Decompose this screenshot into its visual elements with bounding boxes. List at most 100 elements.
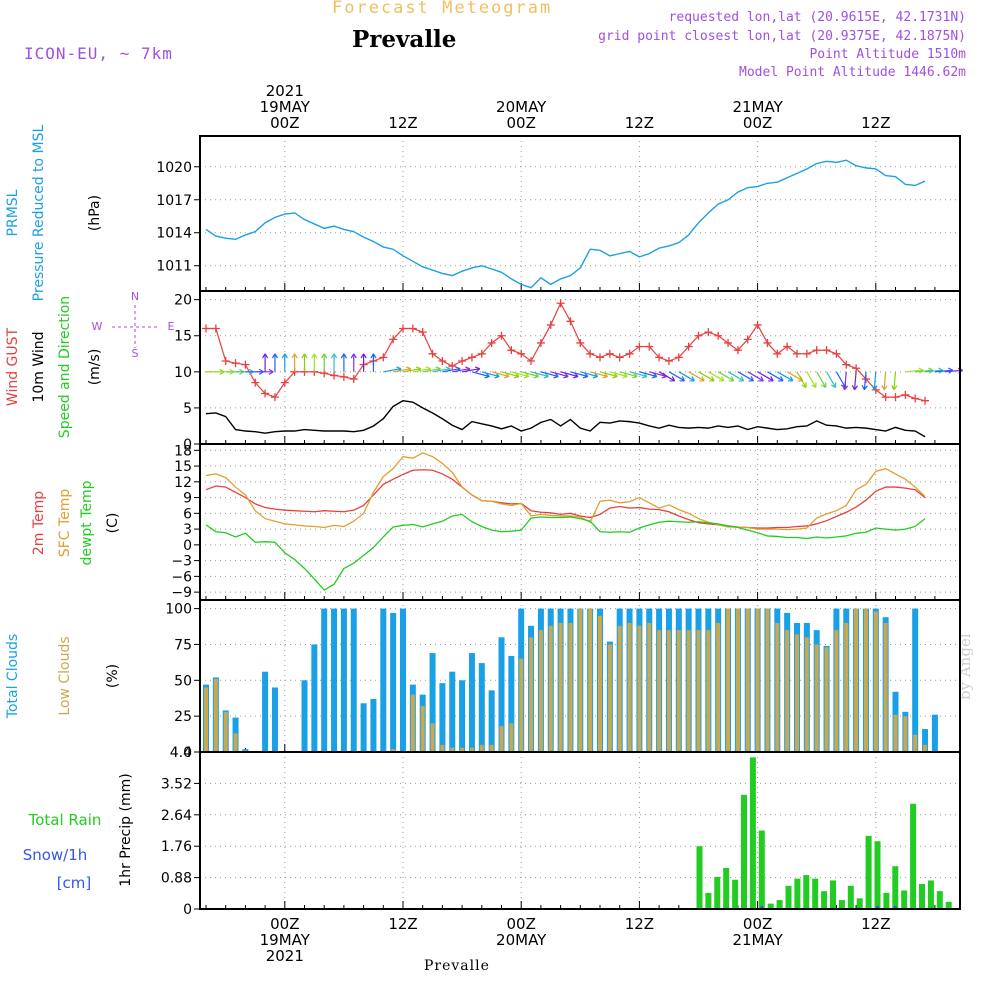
rain-bar <box>803 875 810 909</box>
total-cloud-bar <box>468 653 475 752</box>
low-cloud-bar <box>647 622 652 752</box>
wind-direction-arrow <box>737 371 754 382</box>
wind-direction-arrow <box>688 371 705 382</box>
low-cloud-bar <box>657 630 662 752</box>
wind-direction-arrow <box>708 371 725 382</box>
gust-marker <box>349 375 358 384</box>
y-tick-label: 1017 <box>156 193 192 209</box>
low-cloud-bar <box>686 630 691 752</box>
wind-direction-arrow <box>471 371 490 378</box>
gust-marker <box>379 353 388 362</box>
gust-marker <box>556 299 565 308</box>
wind-arrow-head <box>778 376 784 382</box>
gust-marker <box>231 359 240 368</box>
total-cloud-bar <box>390 612 397 752</box>
low-cloud-bar <box>578 608 583 752</box>
gust-marker <box>753 320 762 329</box>
wind-arrow-head <box>699 376 705 382</box>
footer-location: Prevalle <box>424 958 490 974</box>
total-cloud-bar <box>488 690 495 752</box>
panel-axis-label: Wind GUST <box>5 327 21 406</box>
low-cloud-bar <box>765 608 770 752</box>
total-cloud-bar <box>301 680 308 752</box>
compass-s: S <box>132 347 139 360</box>
panel-axis-label: dewpt Temp <box>79 480 95 565</box>
low-cloud-bar <box>233 733 238 752</box>
low-cloud-bar <box>755 608 760 752</box>
rain-bar <box>830 880 836 909</box>
panel-axis-label: (m/s) <box>87 349 103 386</box>
wind-direction-arrow <box>481 371 500 378</box>
wind-direction-arrow <box>717 371 735 382</box>
bottom-time-label: 00Z <box>743 915 772 933</box>
bottom-time-label: 00Z <box>270 915 299 933</box>
total-cloud-bar <box>360 703 367 752</box>
gust-marker <box>477 349 486 358</box>
wind-direction-arrow <box>461 368 480 373</box>
wind-direction-arrow <box>393 368 411 373</box>
low-cloud-bar <box>666 630 671 752</box>
wind-direction-arrow <box>530 371 549 378</box>
rain-bar <box>732 879 739 909</box>
gust-marker <box>921 396 930 405</box>
gust-marker <box>911 394 920 403</box>
panel-axis-label: 2m Temp <box>31 491 47 555</box>
wind-direction-arrow <box>491 371 510 378</box>
wind-direction-arrow <box>678 371 695 382</box>
top-time-label: 12Z <box>625 114 654 132</box>
wind-arrow-head <box>271 353 279 359</box>
rain-bar <box>767 903 774 909</box>
wind-direction-arrow <box>776 371 794 382</box>
gust-marker <box>330 371 339 380</box>
low-cloud-bar <box>863 608 868 752</box>
low-cloud-bar <box>538 630 543 752</box>
low-cloud-bar <box>834 630 839 752</box>
low-cloud-bar <box>558 622 563 752</box>
wind-arrow-head <box>360 353 367 359</box>
wind-direction-arrow <box>402 368 421 373</box>
bottom-time-label: 12Z <box>625 915 654 933</box>
wind-direction-arrow <box>432 368 451 373</box>
y-tick-label: −3 <box>171 554 192 570</box>
y-tick-label: 2.64 <box>161 808 192 824</box>
y-tick-label: 3.52 <box>161 776 192 792</box>
wind-direction-arrow <box>786 371 804 382</box>
rain-bar <box>749 757 756 909</box>
y-tick-label: 9 <box>183 491 192 507</box>
rain-bar <box>865 835 872 909</box>
gust-marker <box>586 349 595 358</box>
gust-marker <box>645 342 654 351</box>
wind-arrow-head <box>758 376 764 382</box>
wind-arrow-head <box>851 385 858 391</box>
y-tick-label: −6 <box>171 569 192 585</box>
wind-direction-arrow <box>863 371 867 390</box>
model-point-altitude: Model Point Altitude 1446.62m <box>739 65 966 80</box>
gust-marker <box>566 317 575 326</box>
total-cloud-bar <box>350 608 357 752</box>
low-cloud-bar <box>607 644 612 752</box>
gust-marker <box>655 353 664 362</box>
gust-marker <box>793 349 801 358</box>
wind-arrow-head <box>291 353 298 359</box>
gust-marker <box>822 346 831 355</box>
gust-marker <box>408 324 417 333</box>
y-tick-label: 1020 <box>156 160 192 176</box>
wind-direction-arrow <box>767 371 784 382</box>
gust-marker <box>842 360 851 369</box>
meteogram-title: Forecast Meteogram <box>332 0 553 18</box>
gust-marker <box>270 393 279 402</box>
rain-bar <box>847 885 854 909</box>
wind-direction-arrow <box>550 371 569 378</box>
y-tick-label: 18 <box>174 443 192 459</box>
bottom-time-label: 2021 <box>266 947 304 965</box>
wind-direction-arrow <box>412 368 431 373</box>
gust-marker <box>901 390 910 399</box>
wind-direction-arrow <box>727 371 744 382</box>
top-time-label: 00Z <box>270 114 299 132</box>
low-cloud-bar <box>391 749 396 752</box>
panel-4: 0 25 50 75 100 <box>165 600 960 761</box>
wind-direction-arrow <box>853 371 857 390</box>
wind-direction-arrow <box>905 369 924 373</box>
total-cloud-bar <box>340 608 347 752</box>
low-cloud-bar <box>873 611 878 752</box>
